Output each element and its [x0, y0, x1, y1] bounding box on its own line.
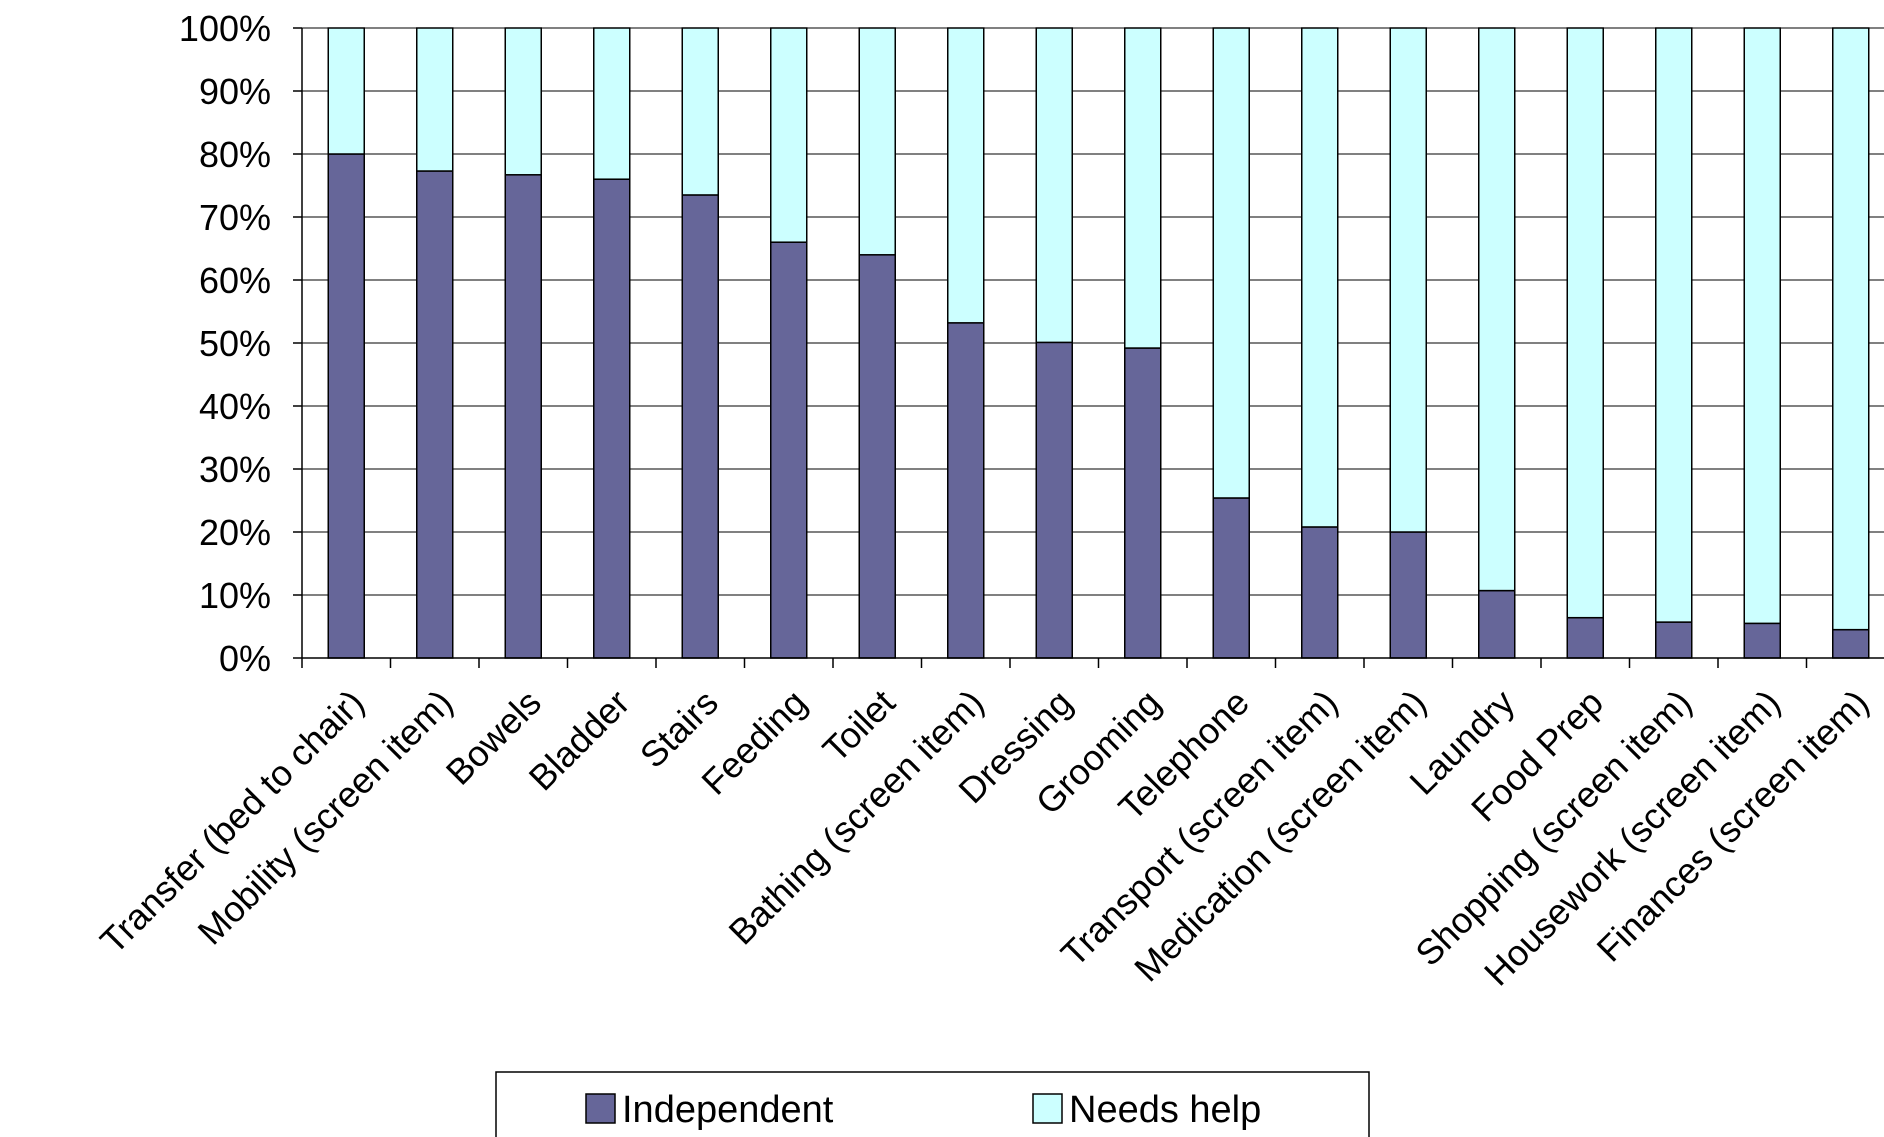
gridlines [302, 27, 1884, 659]
bar-independent [1212, 497, 1250, 659]
y-tick-label: 20% [199, 512, 271, 553]
bar-needs-help [770, 27, 808, 243]
bar-independent [1478, 589, 1516, 659]
y-tick-label: 60% [199, 260, 271, 301]
bar-needs-help [1389, 27, 1427, 533]
y-tick-label: 10% [199, 575, 271, 616]
bar-independent [1124, 347, 1162, 659]
bar-independent [1035, 341, 1073, 659]
legend-label-needs-help: Needs help [1069, 1089, 1261, 1131]
y-tick-label: 40% [199, 386, 271, 427]
bar-needs-help [858, 27, 896, 256]
bar-needs-help [1035, 27, 1073, 344]
legend-swatch-independent [585, 1093, 616, 1124]
bar-needs-help [1212, 27, 1250, 499]
bar-needs-help [1832, 27, 1870, 631]
legend: Independent Needs help [495, 1071, 1370, 1137]
bar-needs-help [416, 27, 454, 172]
y-tick-label: 100% [179, 8, 271, 49]
bar-needs-help [593, 27, 631, 180]
y-tick-label: 30% [199, 449, 271, 490]
bar-independent [947, 322, 985, 659]
bar-independent [1655, 621, 1693, 659]
legend-swatch-needs-help [1032, 1093, 1063, 1124]
y-tick-label: 70% [199, 197, 271, 238]
bar-independent [593, 178, 631, 659]
bar-independent [416, 170, 454, 659]
bar-independent [681, 194, 719, 659]
bar-needs-help [681, 27, 719, 196]
bar-independent [1832, 628, 1870, 659]
y-tick-label: 90% [199, 71, 271, 112]
bar-independent [504, 174, 542, 659]
bar-needs-help [1655, 27, 1693, 623]
y-tick-label: 0% [219, 638, 271, 679]
bar-needs-help [1124, 27, 1162, 349]
bar-needs-help [327, 27, 365, 155]
category-label: Bladder [521, 682, 638, 799]
bar-needs-help [1301, 27, 1339, 528]
y-tick-label: 80% [199, 134, 271, 175]
bar-needs-help [947, 27, 985, 324]
bar-needs-help [1478, 27, 1516, 592]
bar-independent [1389, 531, 1427, 659]
bars [327, 27, 1870, 659]
bar-needs-help [504, 27, 542, 176]
bar-needs-help [1743, 27, 1781, 625]
category-labels: Transfer (bed to chair)Mobility (screen … [92, 682, 1876, 994]
bar-independent [770, 241, 808, 659]
bar-independent [1743, 622, 1781, 659]
legend-box [495, 1071, 1370, 1137]
bar-independent [327, 153, 365, 659]
legend-label-independent: Independent [622, 1089, 834, 1131]
y-tick-labels: 0% 10% 20% 30% 40% 50% 60% 70% 80% 90% 100% [179, 8, 271, 679]
y-tick-label: 50% [199, 323, 271, 364]
bar-independent [1301, 526, 1339, 659]
axes [293, 27, 1884, 668]
bar-independent [858, 254, 896, 659]
bar-independent [1566, 616, 1604, 659]
bar-needs-help [1566, 27, 1604, 619]
